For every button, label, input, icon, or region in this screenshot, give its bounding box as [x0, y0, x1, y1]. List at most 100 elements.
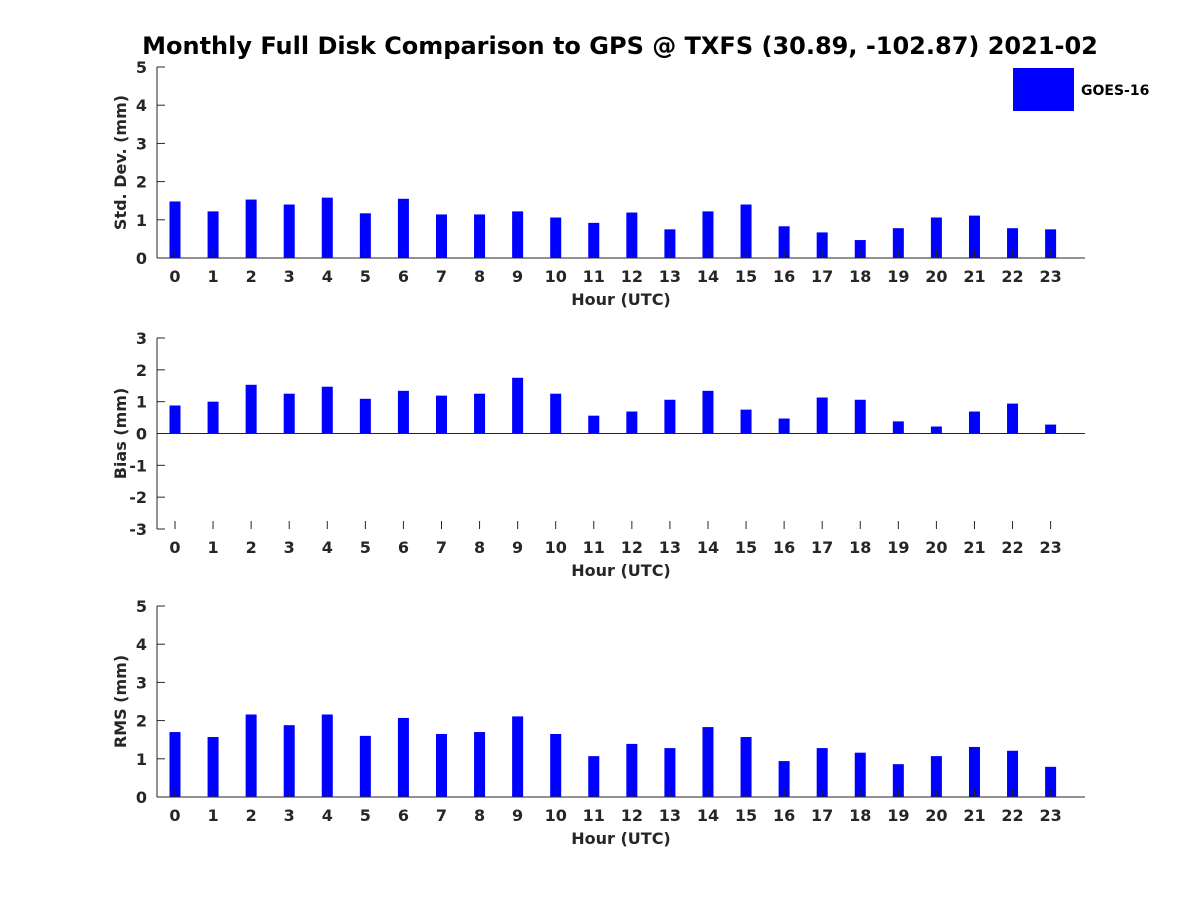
rms-y-tick-label: 1 [136, 750, 147, 769]
bias-bar [207, 401, 219, 434]
rms-bar [245, 714, 257, 797]
std-dev-x-tick-label: 4 [322, 267, 333, 286]
std-dev-x-tick-label: 0 [169, 267, 180, 286]
bias-y-tick-label: -1 [129, 456, 147, 475]
bias-y-tick-label: 1 [136, 393, 147, 412]
std-dev-x-tick-label: 9 [512, 267, 523, 286]
rms-x-tick-label: 23 [1039, 806, 1061, 825]
std-dev-x-tick-label: 10 [545, 267, 567, 286]
std-dev-bar [435, 214, 447, 258]
bias-x-tick-label: 13 [659, 538, 681, 557]
rms-bar [588, 756, 600, 797]
rms-bar [968, 746, 980, 797]
bias-x-tick-label: 8 [474, 538, 485, 557]
bias-x-tick-label: 16 [773, 538, 795, 557]
std-dev-x-tick-label: 14 [697, 267, 719, 286]
rms-bar [283, 725, 295, 797]
rms-y-tick-label: 2 [136, 712, 147, 731]
std-dev-x-tick-label: 3 [284, 267, 295, 286]
bias-x-tick-label: 5 [360, 538, 371, 557]
rms-x-tick-label: 19 [887, 806, 909, 825]
bias-x-tick-label: 0 [169, 538, 180, 557]
bias-x-tick-label: 7 [436, 538, 447, 557]
bias-bar [512, 377, 524, 434]
rms-bar [816, 748, 828, 797]
rms-bar [626, 743, 638, 797]
std-dev-x-tick-label: 6 [398, 267, 409, 286]
bias-x-tick-label: 12 [621, 538, 643, 557]
bias-x-tick-label: 11 [583, 538, 605, 557]
rms-x-tick-label: 0 [169, 806, 180, 825]
rms-x-tick-label: 20 [925, 806, 947, 825]
bias-x-tick-label: 23 [1039, 538, 1061, 557]
bias-bar [968, 411, 980, 434]
std-dev-bar [854, 240, 866, 258]
std-dev-x-tick-label: 19 [887, 267, 909, 286]
std-dev-x-tick-label: 12 [621, 267, 643, 286]
std-dev-y-tick-label: 2 [136, 173, 147, 192]
bias-bar [321, 386, 333, 434]
bias-x-tick-label: 21 [963, 538, 985, 557]
rms-x-tick-label: 15 [735, 806, 757, 825]
rms-x-tick-label: 6 [398, 806, 409, 825]
bias-y-tick-label: 2 [136, 361, 147, 380]
bias-bar [435, 395, 447, 434]
rms-x-tick-label: 18 [849, 806, 871, 825]
bias-x-tick-label: 15 [735, 538, 757, 557]
std-dev-y-tick-label: 0 [136, 249, 147, 268]
rms-bar [740, 737, 752, 797]
rms-bar [474, 732, 486, 797]
std-dev-x-tick-label: 8 [474, 267, 485, 286]
legend: GOES-16 [1013, 68, 1149, 111]
bias-bar [892, 421, 904, 434]
std-dev-bar [930, 217, 942, 258]
std-dev-bar [664, 229, 676, 258]
std-dev-bar [1007, 228, 1019, 258]
bias-bar [474, 393, 486, 434]
std-dev-x-tick-label: 18 [849, 267, 871, 286]
std-dev-x-tick-label: 16 [773, 267, 795, 286]
rms-bar [1045, 766, 1057, 797]
std-dev-x-tick-label: 13 [659, 267, 681, 286]
rms-x-label: Hour (UTC) [571, 829, 671, 848]
rms-bar [664, 748, 676, 797]
rms-x-tick-label: 7 [436, 806, 447, 825]
std-dev-bar [626, 212, 638, 258]
std-dev-x-tick-label: 22 [1001, 267, 1023, 286]
bias-x-tick-label: 17 [811, 538, 833, 557]
rms-x-tick-label: 22 [1001, 806, 1023, 825]
rms-x-tick-label: 5 [360, 806, 371, 825]
rms-bar [169, 732, 181, 797]
std-dev-y-tick-label: 4 [136, 96, 147, 115]
rms-y-tick-label: 0 [136, 788, 147, 807]
rms-x-tick-label: 11 [583, 806, 605, 825]
bias-y-tick-label: 0 [136, 425, 147, 444]
std-dev-bar [169, 201, 181, 258]
rms-x-tick-label: 4 [322, 806, 333, 825]
std-dev-y-tick-label: 5 [136, 58, 147, 77]
std-dev-x-tick-label: 23 [1039, 267, 1061, 286]
rms-bar [359, 735, 371, 797]
rms-x-tick-label: 3 [284, 806, 295, 825]
bias-bar [702, 390, 714, 434]
bias-x-label: Hour (UTC) [571, 561, 671, 580]
bias-x-tick-label: 6 [398, 538, 409, 557]
std-dev-y-label: Std. Dev. (mm) [111, 95, 130, 230]
bias-bar [1045, 424, 1057, 434]
bias-x-tick-label: 10 [545, 538, 567, 557]
legend-label: GOES-16 [1081, 83, 1149, 99]
std-dev-bar [892, 228, 904, 258]
rms-x-tick-label: 9 [512, 806, 523, 825]
bias-x-tick-label: 19 [887, 538, 909, 557]
std-dev-bar [1045, 229, 1057, 258]
std-dev-x-tick-label: 17 [811, 267, 833, 286]
bias-x-tick-label: 9 [512, 538, 523, 557]
bias-bar [740, 409, 752, 434]
std-dev-bar [968, 215, 980, 258]
rms-bar [1007, 750, 1019, 797]
bias-bar [930, 426, 942, 434]
rms-x-tick-label: 10 [545, 806, 567, 825]
bias-x-tick-label: 20 [925, 538, 947, 557]
